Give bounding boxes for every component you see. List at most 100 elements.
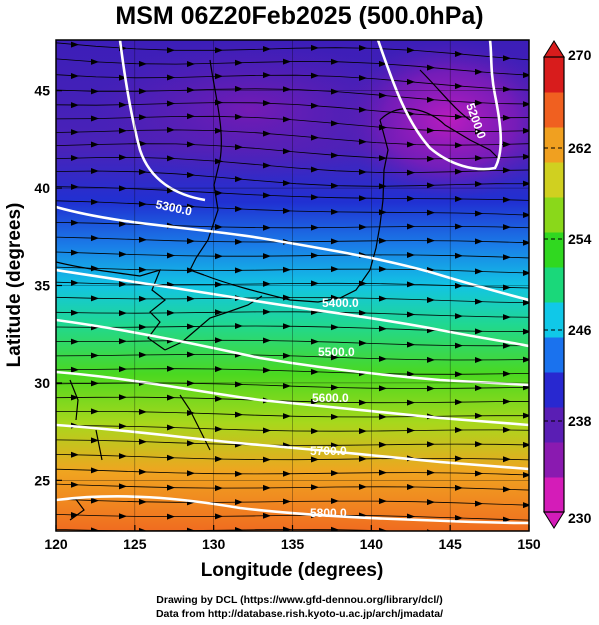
wind-arrow (379, 498, 387, 505)
wind-arrow (407, 195, 415, 202)
colorbar-swatch (544, 407, 564, 443)
wind-arrow (379, 295, 387, 302)
wind-arrow (139, 114, 147, 121)
wind-arrow (379, 155, 387, 162)
contour-line-5300 (56, 205, 529, 302)
wind-arrow (455, 455, 463, 462)
wind-arrow (475, 384, 483, 391)
credit-line-dcl: Drawing by DCL (https://www.gfd-dennou.o… (156, 594, 443, 606)
wind-arrow (167, 484, 175, 491)
wind-arrow (283, 266, 291, 273)
wind-arrow (311, 280, 319, 287)
streamline (56, 439, 529, 446)
wind-arrow (455, 51, 463, 58)
colorbar-swatch (544, 337, 564, 373)
y-axis-label: Latitude (degrees) (4, 203, 25, 368)
wind-arrow (331, 58, 339, 65)
wind-arrow (475, 180, 483, 187)
wind-arrow (167, 47, 175, 54)
wind-arrow (139, 295, 147, 302)
colorbar-tick-label: 270 (568, 47, 592, 63)
wind-arrow (475, 68, 483, 75)
wind-arrow (359, 309, 367, 316)
wind-arrow (331, 266, 339, 273)
wind-arrow (331, 324, 339, 331)
streamline (56, 200, 529, 216)
wind-arrow (139, 351, 147, 358)
wind-arrow (91, 168, 99, 175)
wind-arrow (379, 441, 387, 448)
wind-arrow (235, 499, 243, 506)
wind-arrow (523, 299, 529, 306)
wind-arrow (455, 313, 463, 320)
wind-arrow (455, 142, 463, 149)
wind-arrow (235, 206, 243, 213)
wind-arrow (455, 371, 463, 378)
wind-arrow (503, 284, 511, 291)
wind-arrow (263, 224, 271, 231)
wind-arrow (311, 224, 319, 231)
contour-label-5800: 5800.0 (310, 506, 347, 520)
wind-arrow (523, 412, 529, 419)
colorbar (543, 40, 565, 529)
y-tick-label: 35 (34, 278, 50, 294)
wind-arrow (455, 168, 463, 175)
wind-arrow (119, 154, 127, 161)
contour-line-5800 (56, 495, 529, 525)
wind-arrow (215, 223, 223, 230)
wind-arrow (503, 314, 511, 321)
wind-arrow (427, 441, 435, 448)
wind-arrow (187, 141, 195, 148)
chart-title: MSM 06Z20Feb2025 (500.0hPa) (115, 2, 484, 30)
wind-arrow (359, 340, 367, 347)
plot-area: 5300.0 5400.0 5500.0 5600.0 5700.0 5800.… (56, 40, 529, 531)
y-tick-label: 30 (34, 375, 50, 391)
wind-arrow (139, 324, 147, 331)
wind-arrow (379, 60, 387, 67)
wind-arrow (283, 180, 291, 187)
wind-arrow (407, 169, 415, 176)
wind-arrow (119, 394, 127, 401)
contour-label-5500: 5500.0 (318, 345, 355, 359)
contour-label-5600: 5600.0 (312, 391, 349, 405)
wind-arrow (71, 481, 79, 488)
contour-line-5400 (56, 268, 529, 348)
wind-arrow (523, 328, 529, 335)
wind-arrow (311, 484, 319, 491)
wind-arrow (91, 497, 99, 504)
wind-arrow (187, 527, 195, 531)
colorbar-tick-label: 230 (568, 510, 592, 526)
wind-arrow (263, 427, 271, 434)
wind-arrow (455, 426, 463, 433)
wind-arrow (311, 72, 319, 79)
wind-arrow (331, 470, 339, 477)
wind-arrow (263, 484, 271, 491)
colorbar-swatch (544, 232, 564, 268)
wind-arrow (71, 512, 79, 519)
wind-arrow (167, 394, 175, 401)
wind-arrow (215, 395, 223, 402)
wind-arrow (235, 176, 243, 183)
wind-arrow (71, 183, 79, 190)
wind-arrow (427, 297, 435, 304)
wind-arrow (407, 427, 415, 434)
wind-arrow (187, 203, 195, 210)
gridlines (56, 40, 529, 531)
wind-arrow (91, 141, 99, 148)
streamline (56, 498, 529, 506)
wind-arrow (503, 426, 511, 433)
wind-arrow (475, 470, 483, 477)
wind-arrow (263, 192, 271, 199)
wind-arrow (359, 399, 367, 406)
wind-arrow (119, 483, 127, 490)
wind-arrow (427, 385, 435, 392)
wind-arrow (215, 190, 223, 197)
colorbar-swatch (544, 162, 564, 198)
wind-arrow (119, 74, 127, 81)
wind-arrow (331, 498, 339, 505)
wind-arrow (263, 456, 271, 463)
wind-arrow (455, 223, 463, 230)
wind-arrow (235, 411, 243, 418)
wind-arrow (91, 437, 99, 444)
wind-arrow (455, 399, 463, 406)
